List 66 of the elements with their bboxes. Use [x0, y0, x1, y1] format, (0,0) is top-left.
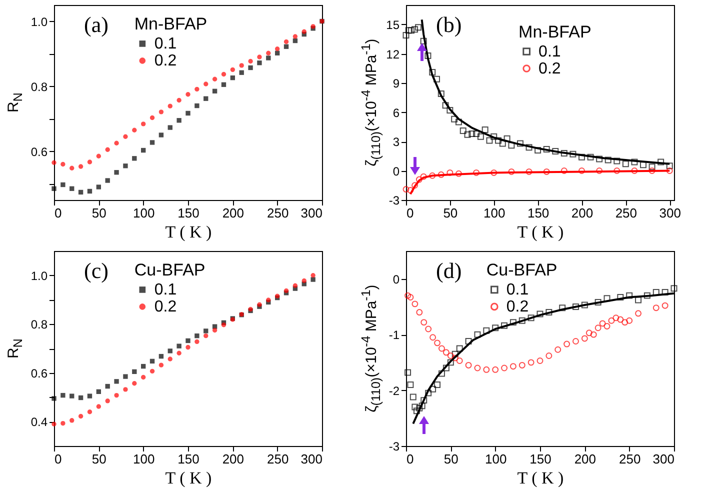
- x-tick-label: 150: [178, 452, 200, 466]
- legend-title: Mn-BFAP: [518, 22, 592, 42]
- y-tick-label: 12: [386, 47, 400, 62]
- legend-label: 0.2: [154, 298, 177, 316]
- y-tick-label: -3: [388, 440, 400, 454]
- legend-title: Mn-BFAP: [134, 14, 208, 34]
- x-tick-label: 50: [92, 452, 106, 466]
- y-tick-label: 6: [392, 106, 400, 120]
- x-tick-label: 150: [178, 206, 200, 220]
- y-tick-label: 15: [386, 18, 400, 32]
- x-tick-label: 0: [54, 452, 62, 466]
- annotation: (a): [84, 12, 108, 37]
- x-tick-label: 50: [443, 206, 458, 220]
- y-tick-label: 0: [392, 164, 400, 178]
- x-tick-label: 100: [132, 206, 155, 220]
- legend-title: Cu-BFAP: [486, 260, 558, 280]
- x-axis-title: T ( K ): [517, 222, 564, 242]
- annotation: (d): [436, 258, 462, 283]
- legend-label: 0.1: [538, 44, 561, 60]
- x-tick-label: 250: [266, 206, 289, 220]
- legend-label: 0.2: [154, 52, 177, 70]
- y-tick-label: 3: [392, 135, 400, 149]
- y-tick-label: -2: [388, 384, 400, 398]
- x-tick-label: 300: [659, 206, 681, 220]
- x-tick-label: 200: [222, 452, 244, 466]
- y-tick-label: 1.0: [30, 14, 48, 29]
- x-axis-title: T ( K ): [165, 222, 212, 242]
- legend-label: 0.1: [154, 36, 177, 53]
- x-tick-label: 0: [406, 452, 414, 466]
- y-tick-label: 0.6: [30, 366, 48, 380]
- x-tick-label: 100: [132, 452, 155, 466]
- x-tick-label: 250: [266, 452, 289, 466]
- x-tick-label: 100: [484, 206, 506, 220]
- legend-label: 0.1: [506, 282, 529, 299]
- x-tick-label: 150: [530, 452, 552, 466]
- x-axis-title: T ( K ): [165, 468, 212, 488]
- x-tick-label: 200: [571, 206, 594, 220]
- legend-label: 0.1: [154, 282, 177, 299]
- y-tick-label: 0.4: [30, 415, 48, 430]
- legend-title: Cu-BFAP: [134, 260, 206, 280]
- x-tick-label: 150: [527, 206, 550, 220]
- x-tick-label: 0: [406, 206, 414, 220]
- x-tick-label: 50: [92, 206, 106, 220]
- x-tick-label: 200: [574, 452, 596, 466]
- x-tick-label: 50: [444, 452, 458, 466]
- x-tick-label: 200: [222, 206, 244, 220]
- y-tick-label: 1.0: [30, 268, 48, 283]
- x-tick-label: 250: [615, 206, 638, 220]
- y-tick-label: 0.8: [30, 318, 48, 332]
- legend-label: 0.2: [538, 60, 561, 78]
- legend-label: 0.2: [506, 298, 529, 316]
- x-tick-label: 250: [618, 452, 641, 466]
- x-tick-label: 300: [300, 452, 322, 466]
- x-tick-label: 100: [484, 452, 507, 466]
- x-tick-label: 300: [300, 206, 322, 220]
- y-tick-label: 9: [392, 76, 400, 90]
- x-axis-title: T ( K ): [517, 468, 564, 488]
- annotation: (c): [84, 258, 108, 283]
- x-tick-label: 300: [652, 452, 674, 466]
- y-tick-label: 0.6: [30, 144, 48, 159]
- annotation: (b): [436, 12, 462, 37]
- y-tick-label: -1: [388, 328, 400, 342]
- y-tick-label: 0: [392, 272, 400, 286]
- y-tick-label: -3: [388, 194, 400, 208]
- y-tick-label: 0.8: [30, 80, 48, 94]
- x-tick-label: 0: [54, 206, 62, 220]
